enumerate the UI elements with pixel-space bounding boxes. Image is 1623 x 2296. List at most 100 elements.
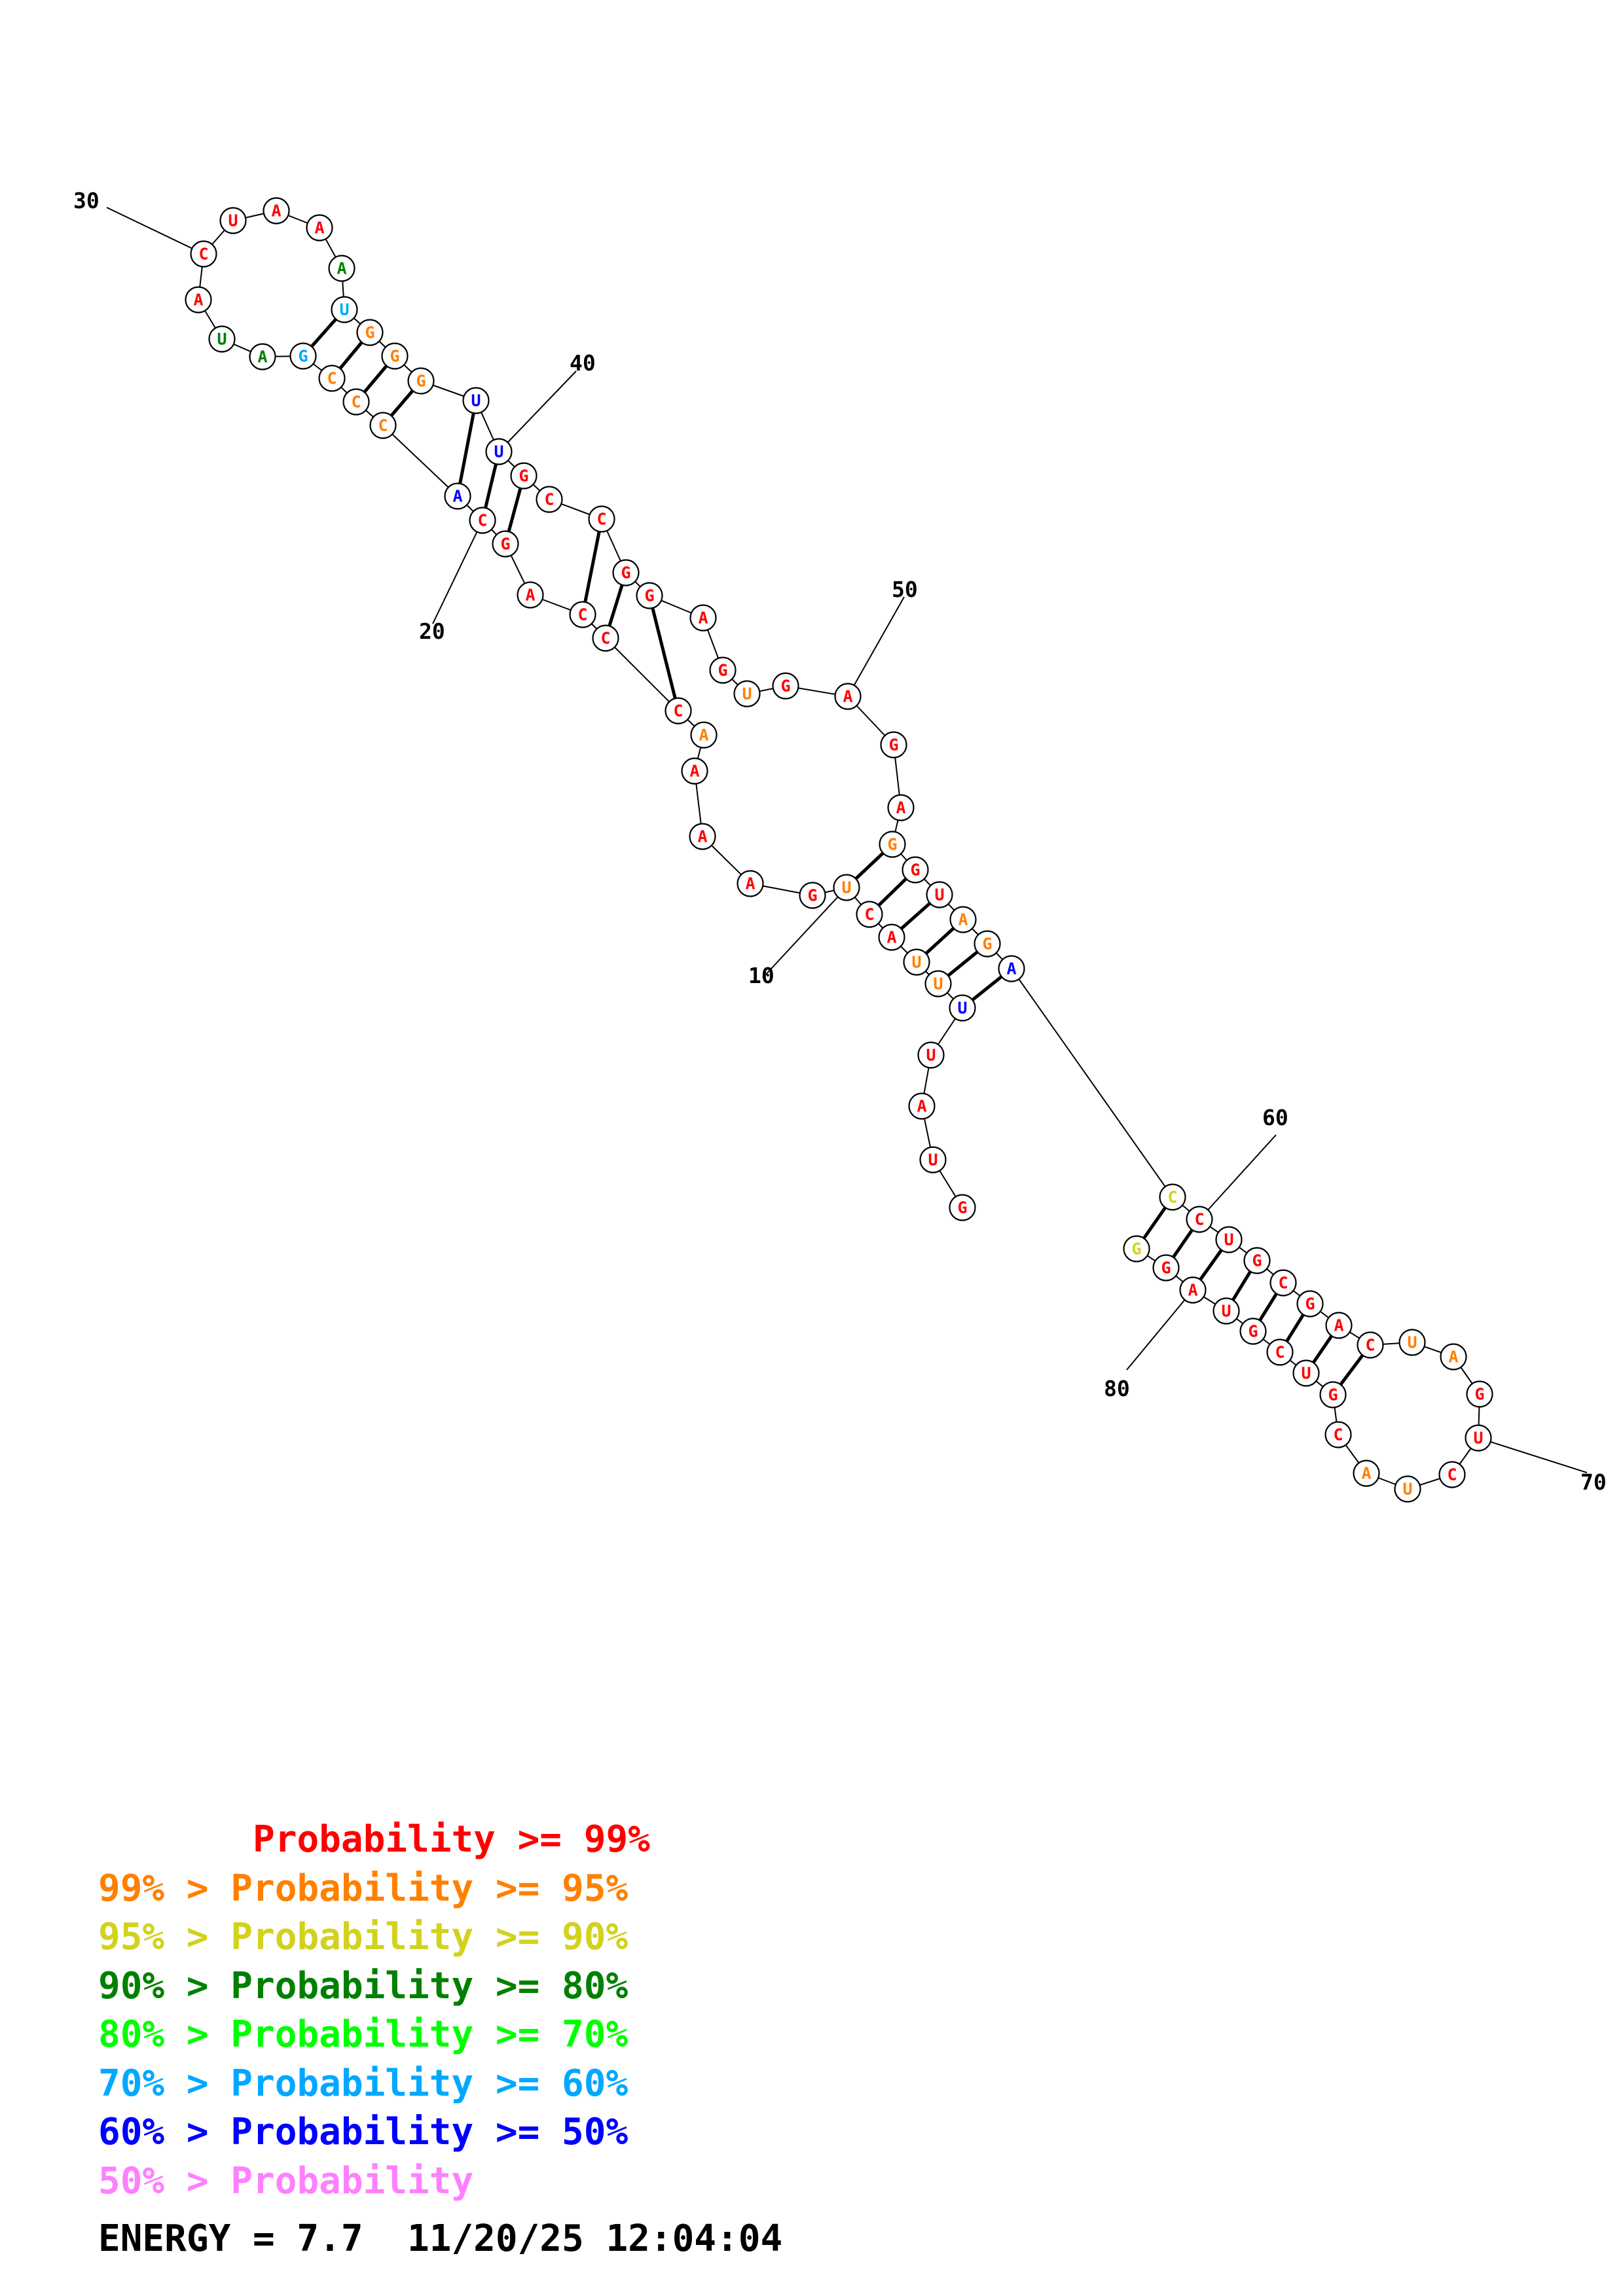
nucleotide: A [689, 823, 716, 850]
nucleotide-base: A [843, 687, 852, 706]
nucleotide-circle [1353, 1460, 1380, 1487]
base-pair-bond [1339, 1354, 1364, 1386]
nucleotide: G [880, 731, 907, 759]
base-pair-bond [1231, 1270, 1252, 1301]
base-pair-bond [484, 463, 498, 509]
nucleotide-base: A [257, 348, 267, 367]
nucleotide: A [1179, 1276, 1207, 1304]
nucleotide-circle [1152, 1254, 1180, 1282]
nucleotide-base: G [780, 677, 790, 696]
nucleotide-circle [974, 930, 1001, 958]
legend-row: 60% > Probability >= 50% [98, 2108, 650, 2157]
nucleotide-base: G [1248, 1322, 1258, 1341]
nucleotide-circle [799, 882, 826, 909]
nucleotide-circle [949, 1194, 976, 1221]
nucleotide-circle [665, 697, 692, 725]
nucleotide-circle [834, 683, 862, 710]
index-tick-line [1478, 1437, 1588, 1473]
nucleotide-base: A [452, 487, 462, 506]
nucleotide-base: G [621, 564, 630, 583]
nucleotide-circle [917, 1041, 945, 1069]
nucleotide-circle [369, 412, 397, 439]
base-pair-bond [1142, 1206, 1167, 1240]
nucleotide: U [733, 680, 761, 708]
nucleotide-circle [856, 901, 883, 928]
nucleotide-circle [1159, 1183, 1186, 1211]
nucleotide-base: U [1402, 1480, 1412, 1499]
base-pair-bond [390, 389, 414, 417]
nucleotide-circle [737, 870, 764, 897]
base-pair-bond [310, 317, 337, 348]
nucleotide-circle [772, 672, 799, 700]
nucleotide: C [1357, 1331, 1384, 1359]
nucleotide: C [1269, 1269, 1297, 1297]
legend-text: Probability >= 80% [230, 1964, 629, 2007]
nucleotide-circle [469, 507, 496, 534]
nucleotide: U [1394, 1475, 1421, 1503]
nucleotide-circle [903, 948, 930, 976]
nucleotide: G [949, 1194, 976, 1221]
nucleotide: G [879, 831, 906, 858]
nucleotide-circle [1465, 1424, 1492, 1452]
nucleotide-circle [887, 794, 915, 821]
nucleotide-circle [356, 319, 384, 346]
nucleotide-circle [919, 1146, 947, 1174]
nucleotide: U [485, 438, 513, 465]
nucleotide-circle [485, 438, 513, 465]
nucleotide: G [974, 930, 1001, 958]
nucleotide-base: A [314, 219, 324, 238]
nucleotide-base: U [339, 300, 349, 319]
nucleotide: U [919, 1146, 947, 1174]
nucleotide-circle [1438, 1461, 1466, 1488]
nucleotide-base: G [807, 886, 817, 905]
nucleotide-base: C [577, 605, 587, 624]
nucleotide: U [926, 881, 953, 908]
nucleotide-base: G [1161, 1259, 1171, 1278]
index-ticks: 10 20 30 40 50 60 70 80 [73, 188, 1607, 1495]
nucleotide-base: C [864, 905, 874, 924]
index-label: 70 [1580, 1469, 1607, 1495]
nucleotide: C [469, 507, 496, 534]
nucleotide: G [772, 672, 799, 700]
base-pair-bond [924, 927, 955, 955]
nucleotide: A [263, 197, 290, 224]
nucleotide: A [878, 924, 905, 951]
nucleotide: U [331, 296, 358, 323]
nucleotide-base: U [928, 1151, 938, 1170]
nucleotide-circle [1243, 1247, 1271, 1274]
nucleotide: A [306, 214, 333, 242]
legend-prefix: 95% > [98, 1916, 231, 1958]
nucleotide-circle [318, 365, 346, 392]
legend-text: Probability >= 60% [230, 2062, 629, 2105]
index-label: 10 [748, 963, 775, 988]
nucleotide-base: C [1167, 1188, 1177, 1207]
nucleotide: C [588, 505, 615, 533]
nucleotide: A [908, 1092, 936, 1120]
nucleotide-circle [902, 856, 929, 884]
nucleotide-base: C [198, 245, 208, 264]
index-tick-line [847, 596, 905, 697]
nucleotide-base: G [888, 736, 898, 755]
nucleotide-circle [1186, 1206, 1213, 1233]
nucleotides: GUAUUUUACUGAAAACCCAGCACCCGAUACUAAAUGGGUU… [185, 197, 1493, 1503]
timestamp: 11/20/25 12:04:04 [407, 2217, 783, 2260]
nucleotide-base: A [337, 259, 346, 278]
nucleotide: G [612, 559, 640, 586]
index-label: 30 [73, 188, 100, 213]
legend-text: Probability >= 99% [253, 1818, 650, 1861]
nucleotide: A [185, 286, 212, 314]
base-pair-bond [854, 852, 884, 880]
nucleotide-base: G [887, 835, 897, 854]
legend-row: 50% > Probability [98, 2157, 650, 2206]
index-tick-line [106, 207, 204, 255]
nucleotide-base: U [1473, 1429, 1483, 1448]
nucleotide-circle [381, 342, 409, 370]
index-tick-line [762, 887, 847, 978]
nucleotide: C [190, 240, 217, 268]
nucleotide-base: G [910, 861, 920, 880]
nucleotide-base: A [958, 910, 968, 929]
nucleotide-circle [306, 214, 333, 242]
nucleotide: U [219, 207, 247, 234]
nucleotide: A [1440, 1343, 1467, 1371]
index-tick-line [432, 520, 483, 624]
